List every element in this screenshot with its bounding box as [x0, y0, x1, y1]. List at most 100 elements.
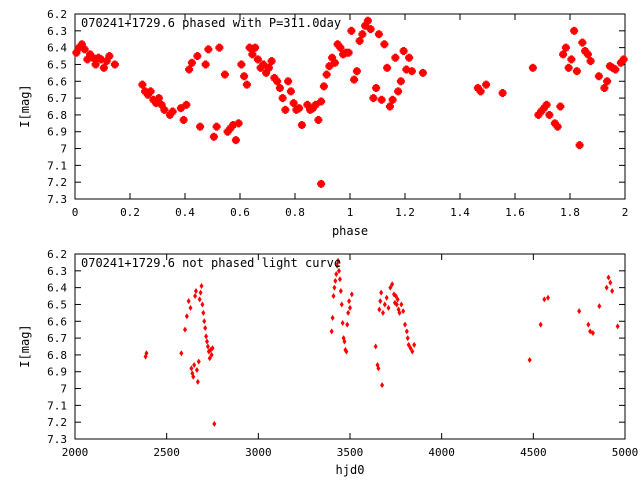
data-point: [179, 115, 188, 124]
y-axis-label-unphased: I[mag]: [18, 324, 32, 367]
data-point: [187, 58, 196, 67]
data-point: [418, 68, 427, 77]
data-point: [332, 284, 337, 291]
data-point: [597, 303, 602, 310]
data-point: [314, 115, 323, 124]
data-point: [534, 110, 543, 119]
data-point: [319, 82, 328, 91]
x-tick-label: 0.6: [230, 206, 250, 219]
data-point: [278, 94, 287, 103]
data-point: [182, 100, 191, 109]
data-point: [91, 60, 100, 69]
data-point: [385, 102, 394, 111]
x-tick-label: 3000: [245, 446, 272, 459]
y-tick-label: 6.5: [47, 298, 67, 311]
data-point: [330, 314, 335, 321]
data-point: [325, 62, 334, 71]
data-point: [202, 318, 207, 325]
data-point: [297, 121, 306, 129]
data-point: [604, 284, 609, 291]
data-point: [337, 267, 341, 274]
data-point: [335, 262, 340, 269]
data-point: [204, 45, 213, 54]
x-tick-label: 4000: [428, 446, 455, 459]
data-point: [610, 288, 615, 294]
data-point: [185, 65, 194, 74]
data-point: [542, 296, 547, 303]
data-point: [606, 274, 611, 281]
data-point: [538, 321, 543, 328]
phased-ticks: 0 0.2 0.4 0.6 0.8 1 1.2 1.4 1.6 1.8 2 6.2 6.3 6.4 6.5 6…: [47, 8, 628, 219]
y-tick-label: 6.3: [47, 25, 67, 38]
x-axis-label-unphased: hjd0: [336, 463, 365, 477]
data-point: [143, 90, 152, 99]
data-point: [189, 365, 194, 372]
data-point: [281, 105, 290, 114]
data-point: [193, 293, 198, 300]
y-tick-label: 6.4: [47, 282, 67, 295]
data-point: [550, 119, 559, 128]
data-point: [374, 30, 383, 39]
data-point: [105, 52, 114, 61]
y-tick-label: 6.8: [47, 109, 67, 122]
x-tick-label: 1.2: [395, 206, 415, 219]
data-point: [317, 179, 326, 188]
data-point: [339, 301, 344, 308]
data-point: [611, 65, 620, 74]
data-point: [393, 293, 398, 300]
data-point: [348, 304, 352, 311]
data-point: [342, 338, 347, 345]
data-point: [192, 362, 197, 368]
data-point: [395, 296, 400, 303]
data-point: [382, 301, 387, 308]
data-point: [198, 289, 203, 296]
data-point: [380, 382, 385, 389]
data-point: [572, 67, 581, 76]
data-point: [201, 309, 206, 316]
data-point: [350, 75, 359, 84]
data-point: [399, 301, 404, 308]
data-point: [264, 63, 273, 72]
data-point: [352, 67, 361, 76]
data-point: [406, 341, 411, 348]
data-point: [384, 294, 389, 301]
data-point: [195, 378, 200, 385]
y-tick-label: 7.1: [47, 159, 67, 172]
data-point: [259, 60, 268, 69]
data-point: [615, 323, 620, 330]
data-point: [369, 94, 378, 103]
data-point: [473, 84, 482, 92]
data-point: [559, 50, 568, 59]
data-point: [183, 326, 187, 333]
data-point: [270, 73, 279, 82]
data-point: [344, 348, 349, 355]
data-point: [77, 40, 86, 49]
data-point: [186, 298, 191, 305]
data-point: [372, 84, 381, 92]
data-point: [338, 288, 343, 294]
x-tick-label: 4500: [520, 446, 547, 459]
data-point: [594, 72, 603, 81]
data-point: [83, 55, 92, 64]
data-point: [146, 87, 155, 96]
data-point: [355, 36, 364, 45]
data-point: [564, 63, 573, 72]
data-point: [404, 328, 409, 335]
data-point: [194, 367, 199, 374]
data-point: [379, 289, 384, 296]
data-point: [405, 53, 414, 62]
data-point: [619, 55, 628, 64]
data-point: [223, 127, 232, 136]
data-point: [75, 43, 84, 52]
data-point: [330, 58, 339, 67]
data-point: [329, 328, 334, 335]
x-tick-label: 0.8: [285, 206, 305, 219]
data-point: [231, 136, 240, 145]
data-point: [194, 288, 198, 294]
data-point: [390, 281, 395, 288]
data-point: [88, 53, 97, 62]
x-tick-label: 1.6: [505, 206, 525, 219]
x-tick-label: 1.4: [450, 206, 470, 219]
data-point: [86, 50, 95, 59]
data-point: [256, 63, 265, 72]
